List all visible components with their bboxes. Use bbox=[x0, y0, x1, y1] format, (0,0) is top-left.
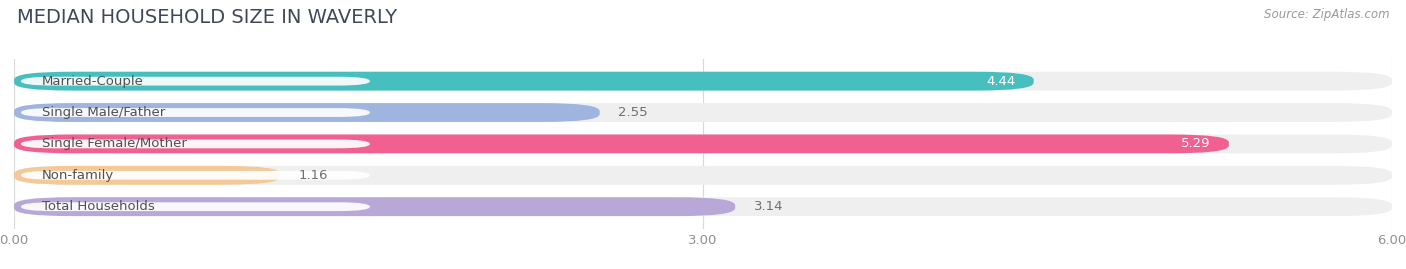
FancyBboxPatch shape bbox=[14, 134, 1392, 153]
Text: Source: ZipAtlas.com: Source: ZipAtlas.com bbox=[1264, 8, 1389, 21]
FancyBboxPatch shape bbox=[14, 72, 1033, 91]
FancyBboxPatch shape bbox=[21, 77, 370, 86]
Text: Single Female/Mother: Single Female/Mother bbox=[42, 137, 187, 150]
FancyBboxPatch shape bbox=[14, 103, 1392, 122]
Text: Non-family: Non-family bbox=[42, 169, 114, 182]
Text: 5.29: 5.29 bbox=[1181, 137, 1211, 150]
Text: Single Male/Father: Single Male/Father bbox=[42, 106, 165, 119]
FancyBboxPatch shape bbox=[14, 197, 735, 216]
FancyBboxPatch shape bbox=[21, 202, 370, 211]
FancyBboxPatch shape bbox=[14, 166, 1392, 185]
FancyBboxPatch shape bbox=[21, 140, 370, 148]
FancyBboxPatch shape bbox=[14, 72, 1392, 91]
FancyBboxPatch shape bbox=[14, 197, 1392, 216]
Text: 3.14: 3.14 bbox=[754, 200, 783, 213]
Text: Total Households: Total Households bbox=[42, 200, 155, 213]
FancyBboxPatch shape bbox=[14, 103, 599, 122]
Text: 2.55: 2.55 bbox=[619, 106, 648, 119]
FancyBboxPatch shape bbox=[21, 171, 370, 180]
Text: Married-Couple: Married-Couple bbox=[42, 75, 143, 88]
Text: MEDIAN HOUSEHOLD SIZE IN WAVERLY: MEDIAN HOUSEHOLD SIZE IN WAVERLY bbox=[17, 8, 396, 27]
FancyBboxPatch shape bbox=[14, 134, 1229, 153]
Text: 1.16: 1.16 bbox=[299, 169, 329, 182]
FancyBboxPatch shape bbox=[14, 166, 280, 185]
FancyBboxPatch shape bbox=[21, 108, 370, 117]
Text: 4.44: 4.44 bbox=[986, 75, 1015, 88]
